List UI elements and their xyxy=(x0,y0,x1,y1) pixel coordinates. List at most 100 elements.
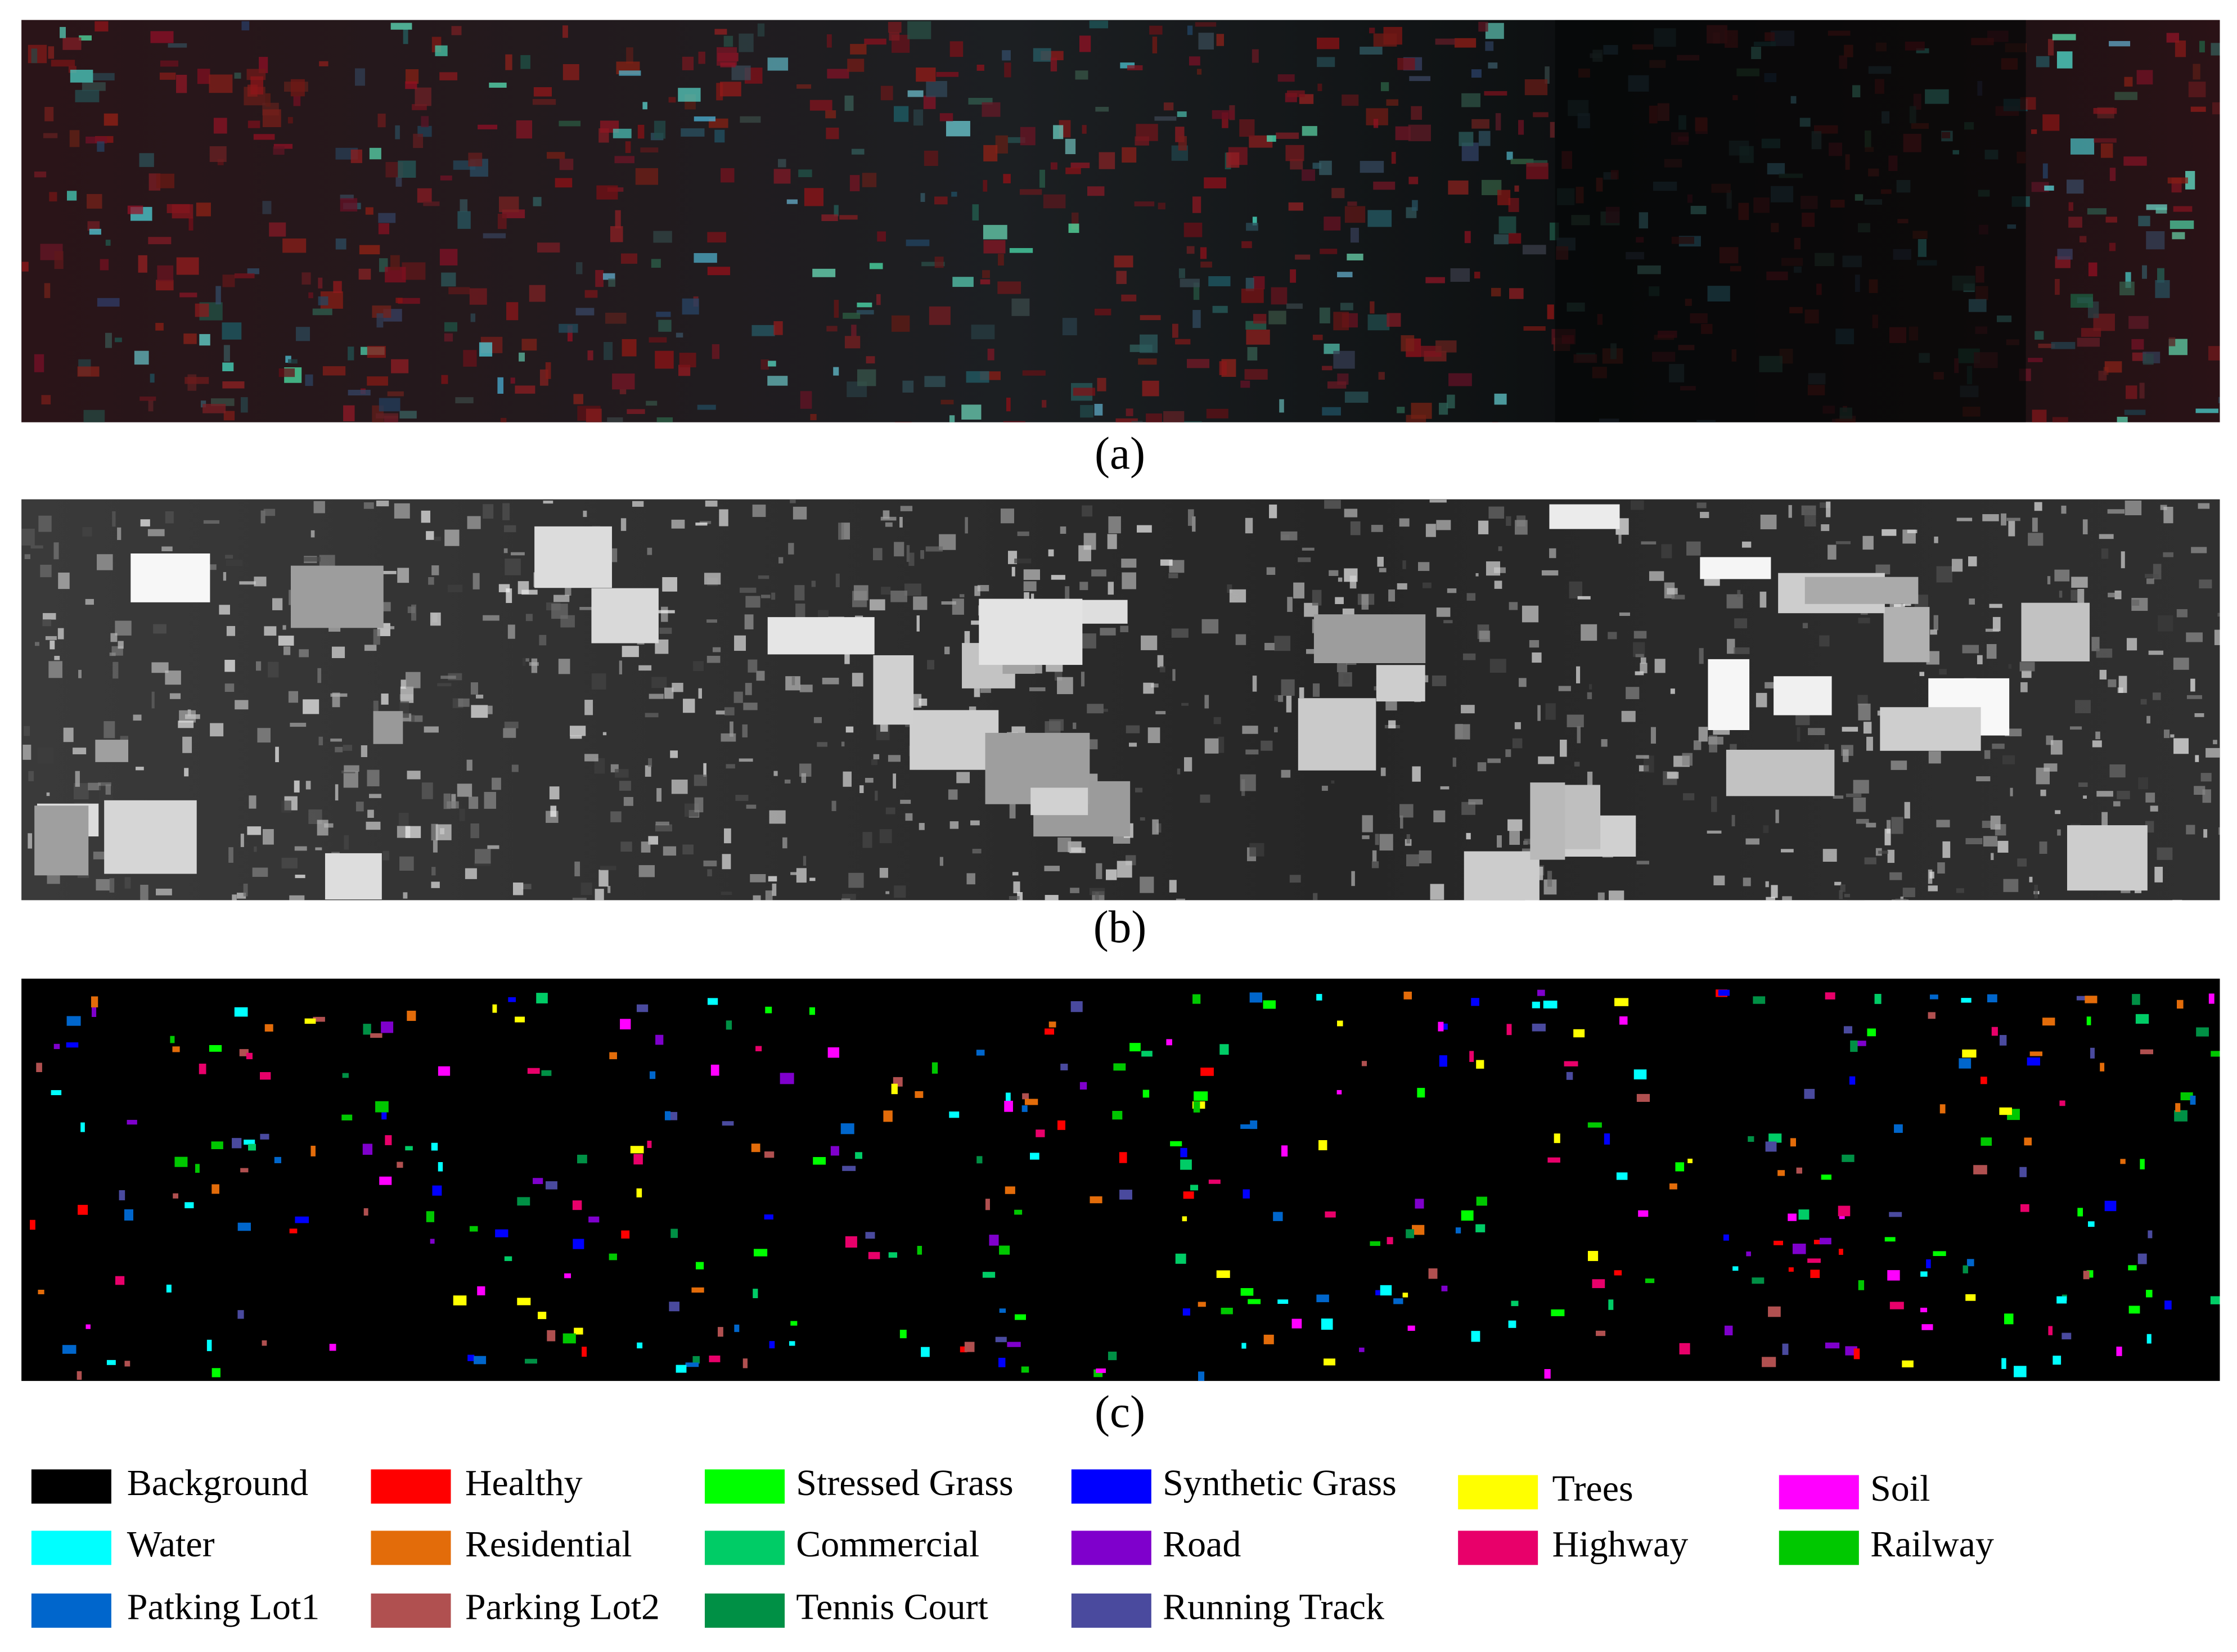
texture-patch xyxy=(1212,305,1228,313)
texture-patch xyxy=(1936,566,1953,583)
texture-patch xyxy=(209,74,233,93)
texture-patch xyxy=(1089,888,1105,895)
texture-patch xyxy=(844,654,850,664)
texture-patch xyxy=(739,587,757,593)
texture-patch xyxy=(2186,695,2202,699)
texture-patch xyxy=(1114,255,1133,268)
texture-patch xyxy=(54,251,64,269)
texture-patch xyxy=(907,90,924,97)
class-sample xyxy=(1849,1076,1856,1085)
texture-patch xyxy=(407,606,416,613)
texture-patch xyxy=(998,254,1004,266)
texture-patch xyxy=(1471,69,1482,78)
texture-patch xyxy=(1942,841,1951,858)
texture-patch xyxy=(1452,757,1456,767)
texture-patch xyxy=(637,124,645,139)
texture-patch xyxy=(1115,418,1138,422)
texture-patch xyxy=(1143,682,1154,694)
texture-patch xyxy=(1641,541,1657,544)
texture-patch xyxy=(62,37,82,50)
texture-patch xyxy=(2087,208,2107,215)
texture-patch xyxy=(1100,628,1116,636)
class-sample xyxy=(545,1181,557,1190)
class-sample xyxy=(2024,1137,2032,1146)
legend-label: Stressed Grass xyxy=(796,1462,1013,1504)
texture-patch xyxy=(1140,334,1158,353)
texture-patch xyxy=(559,323,578,333)
texture-patch xyxy=(715,710,725,715)
texture-patch xyxy=(969,706,976,713)
texture-patch xyxy=(1286,90,1305,97)
texture-patch xyxy=(1686,541,1701,556)
texture-patch xyxy=(1588,684,1592,690)
texture-patch xyxy=(510,377,515,384)
class-sample xyxy=(1007,1342,1021,1347)
texture-patch xyxy=(1509,830,1520,845)
texture-patch xyxy=(1322,407,1341,416)
texture-patch xyxy=(1333,350,1355,369)
texture-patch xyxy=(1522,245,1546,255)
texture-patch xyxy=(1989,604,2002,608)
texture-patch xyxy=(444,322,457,332)
image-ground-truth xyxy=(21,978,2220,1381)
texture-patch xyxy=(857,369,876,386)
texture-patch xyxy=(97,298,120,307)
texture-patch xyxy=(31,48,38,64)
texture-patch xyxy=(1488,506,1505,519)
texture-patch xyxy=(1279,399,1284,413)
texture-patch xyxy=(281,857,298,868)
texture-patch xyxy=(60,26,66,38)
texture-patch xyxy=(2034,502,2042,511)
class-sample xyxy=(1090,1196,1102,1204)
legend-swatch xyxy=(1779,1531,1859,1565)
texture-patch xyxy=(82,527,92,537)
texture-patch xyxy=(1487,758,1501,763)
texture-patch xyxy=(105,240,111,246)
texture-patch xyxy=(1062,318,1077,336)
texture-patch xyxy=(923,96,936,109)
texture-patch xyxy=(983,145,998,161)
texture-patch xyxy=(1222,112,1228,128)
texture-patch xyxy=(2190,678,2195,692)
class-sample xyxy=(1669,1183,1677,1190)
texture-patch xyxy=(340,195,354,200)
texture-patch xyxy=(642,102,647,110)
texture-patch xyxy=(451,26,462,35)
texture-patch xyxy=(604,342,613,361)
class-sample xyxy=(2175,1103,2181,1112)
texture-patch xyxy=(946,120,970,137)
texture-patch xyxy=(765,890,773,901)
texture-patch xyxy=(857,302,872,308)
texture-patch xyxy=(134,350,149,365)
class-sample xyxy=(260,1072,271,1080)
texture-patch xyxy=(2002,755,2015,764)
texture-patch xyxy=(1378,372,1385,380)
texture-patch xyxy=(1169,560,1185,573)
texture-patch xyxy=(140,519,150,526)
texture-patch xyxy=(2218,397,2220,403)
texture-patch xyxy=(1380,82,1389,92)
texture-patch xyxy=(1229,589,1246,603)
texture-patch xyxy=(151,662,169,673)
texture-patch xyxy=(1163,411,1185,422)
texture-patch xyxy=(804,188,824,206)
texture-patch xyxy=(49,192,57,202)
texture-patch xyxy=(1797,727,1801,742)
texture-patch xyxy=(431,881,440,888)
texture-patch xyxy=(34,642,39,646)
texture-patch xyxy=(1274,636,1291,651)
texture-patch xyxy=(2170,220,2194,229)
class-sample xyxy=(1959,1058,1972,1069)
texture-patch xyxy=(1289,875,1301,883)
texture-patch xyxy=(635,168,659,185)
texture-patch xyxy=(768,361,776,367)
texture-patch xyxy=(1550,121,1555,138)
texture-patch xyxy=(367,376,388,386)
texture-patch xyxy=(2172,232,2185,240)
texture-patch xyxy=(1889,872,1902,880)
class-sample xyxy=(474,1356,487,1365)
class-sample xyxy=(1380,1285,1392,1296)
texture-patch xyxy=(972,849,982,854)
texture-patch xyxy=(463,350,477,367)
image-texture xyxy=(21,499,2220,901)
